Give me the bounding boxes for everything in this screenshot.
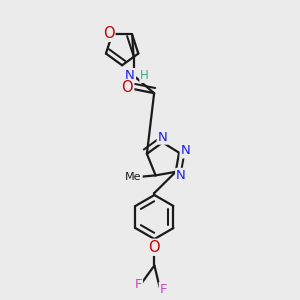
- Text: O: O: [103, 26, 114, 41]
- Text: Me: Me: [125, 172, 142, 182]
- Text: N: N: [158, 130, 167, 144]
- Text: O: O: [148, 240, 160, 255]
- Text: F: F: [134, 278, 142, 291]
- Text: N: N: [176, 169, 186, 182]
- Text: H: H: [140, 69, 149, 82]
- Text: N: N: [181, 145, 190, 158]
- Text: N: N: [125, 69, 135, 82]
- Text: O: O: [122, 80, 133, 95]
- Text: F: F: [160, 283, 167, 296]
